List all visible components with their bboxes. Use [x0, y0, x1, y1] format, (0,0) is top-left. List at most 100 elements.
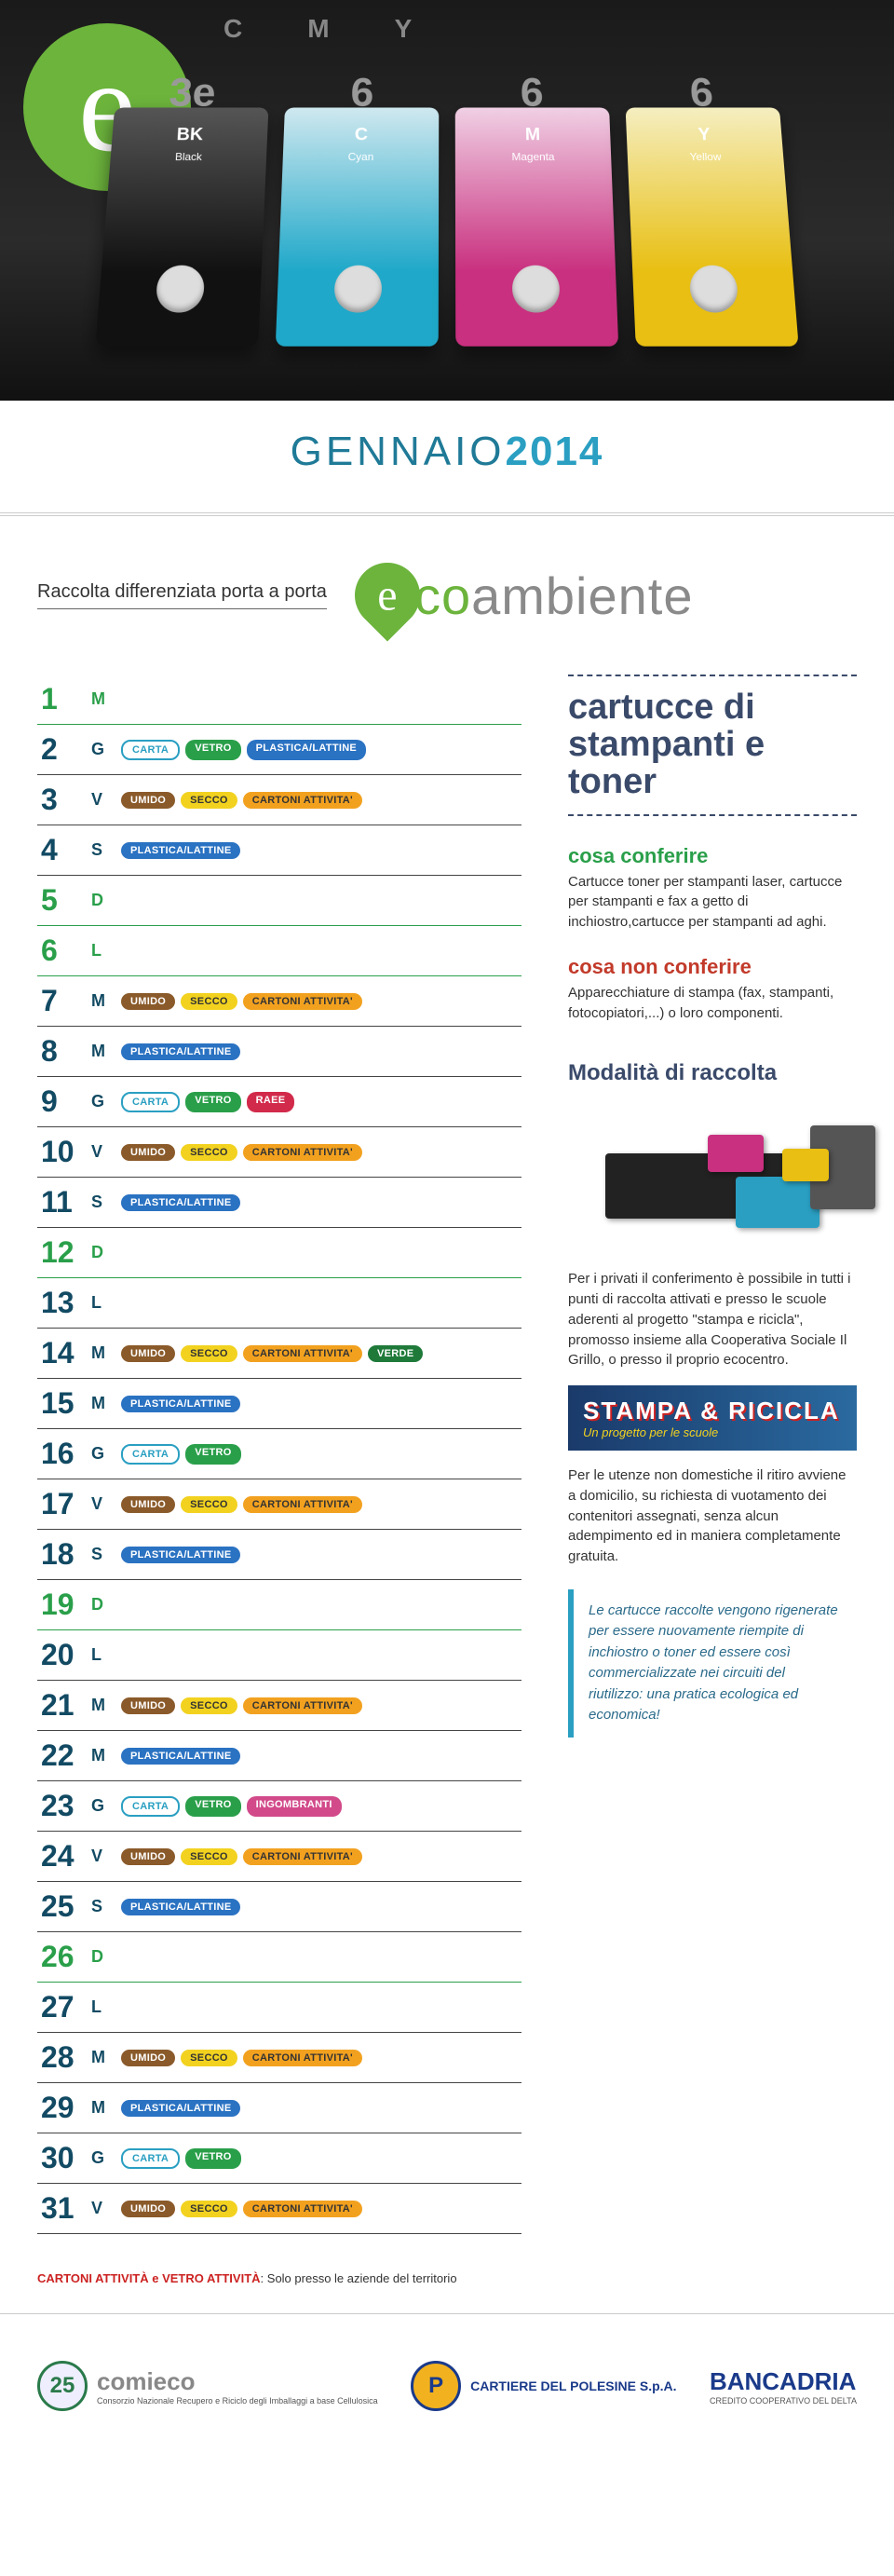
day-row: 2GCARTAVETROPLASTICA/LATTINE	[37, 725, 522, 775]
day-number: 22	[41, 1738, 82, 1773]
day-number: 28	[41, 2040, 82, 2075]
day-tags: UMIDOSECCOCARTONI ATTIVITA'	[121, 792, 362, 809]
collection-tag: CARTA	[121, 1796, 180, 1817]
day-tags: CARTAVETRORAEE	[121, 1092, 294, 1112]
day-row: 4SPLASTICA/LATTINE	[37, 825, 522, 876]
day-tags: UMIDOSECCOCARTONI ATTIVITA'	[121, 1848, 362, 1865]
collection-tag: UMIDO	[121, 1848, 175, 1865]
day-of-week: L	[91, 1997, 112, 2017]
day-of-week: G	[91, 1796, 112, 1816]
day-row: 12D	[37, 1228, 522, 1278]
day-number: 23	[41, 1789, 82, 1823]
collection-tag: CARTONI ATTIVITA'	[243, 1345, 362, 1362]
day-of-week: G	[91, 1092, 112, 1111]
day-row: 5D	[37, 876, 522, 926]
day-row: 28 M UMIDOSECCOCARTONI ATTIVITA'	[37, 2033, 522, 2083]
day-row: 9GCARTAVETRORAEE	[37, 1077, 522, 1127]
collection-tag: VETRO	[185, 740, 240, 760]
day-tags: UMIDOSECCOCARTONI ATTIVITA'	[121, 2050, 362, 2066]
day-tags: CARTAVETRO	[121, 1444, 241, 1465]
calendar: 1M2GCARTAVETROPLASTICA/LATTINE3VUMIDOSEC…	[37, 675, 522, 2234]
day-number: 31	[41, 2191, 82, 2226]
day-of-week: G	[91, 2148, 112, 2168]
collection-tag: RAEE	[247, 1092, 295, 1112]
day-of-week: M	[91, 2048, 112, 2067]
day-number: 27	[41, 1990, 82, 2024]
collection-tag: PLASTICA/LATTINE	[121, 1547, 240, 1563]
day-number: 8	[41, 1034, 82, 1069]
sponsor-logo: 25comiecoConsorzio Nazionale Recupero e …	[37, 2361, 378, 2411]
day-row: 17VUMIDOSECCOCARTONI ATTIVITA'	[37, 1479, 522, 1530]
day-row: 13L	[37, 1278, 522, 1329]
day-row: 7M UMIDOSECCOCARTONI ATTIVITA'	[37, 976, 522, 1027]
day-number: 24	[41, 1839, 82, 1874]
day-row: 15MPLASTICA/LATTINE	[37, 1379, 522, 1429]
day-tags: PLASTICA/LATTINE	[121, 2100, 240, 2117]
info-sidebar: cartucce di stampanti e toner cosa confe…	[568, 675, 857, 2234]
side-title: cartucce di stampanti e toner	[568, 675, 857, 816]
day-number: 19	[41, 1588, 82, 1622]
day-of-week: M	[91, 1042, 112, 1061]
footnote-bold: CARTONI ATTIVITÀ e VETRO ATTIVITÀ	[37, 2271, 261, 2285]
day-tags: UMIDOSECCOCARTONI ATTIVITA'	[121, 993, 362, 1010]
day-number: 18	[41, 1537, 82, 1572]
collection-tag: UMIDO	[121, 1144, 175, 1161]
day-of-week: V	[91, 790, 112, 810]
day-of-week: L	[91, 1645, 112, 1665]
collection-tag: UMIDO	[121, 2050, 175, 2066]
collection-tag: PLASTICA/LATTINE	[121, 1748, 240, 1765]
day-number: 5	[41, 883, 82, 918]
day-of-week: D	[91, 1947, 112, 1967]
day-of-week: S	[91, 840, 112, 860]
day-of-week: V	[91, 2199, 112, 2218]
day-number: 10	[41, 1135, 82, 1169]
day-number: 7	[41, 984, 82, 1018]
collection-tag: UMIDO	[121, 1345, 175, 1362]
day-tags: UMIDOSECCOCARTONI ATTIVITA'	[121, 1697, 362, 1714]
day-row: 22MPLASTICA/LATTINE	[37, 1731, 522, 1781]
day-of-week: D	[91, 891, 112, 910]
day-number: 29	[41, 2091, 82, 2125]
collection-tag: UMIDO	[121, 1697, 175, 1714]
day-number: 16	[41, 1437, 82, 1471]
confer-text: Cartucce toner per stampanti laser, cart…	[568, 872, 857, 933]
day-of-week: S	[91, 1545, 112, 1564]
day-row: 16GCARTAVETRO	[37, 1429, 522, 1479]
day-tags: UMIDOSECCOCARTONI ATTIVITA'	[121, 1496, 362, 1513]
collection-tag: PLASTICA/LATTINE	[121, 2100, 240, 2117]
day-number: 3	[41, 783, 82, 817]
day-row: 27 L	[37, 1983, 522, 2033]
cartridge-pile-image	[568, 1097, 857, 1247]
day-tags: CARTAVETROPLASTICA/LATTINE	[121, 740, 366, 760]
sponsor-logo: PCARTIERE DEL POLESINE S.p.A.	[411, 2361, 676, 2411]
collection-tag: SECCO	[181, 1697, 237, 1714]
day-row: 30GCARTAVETRO	[37, 2133, 522, 2184]
month-year: 2014	[506, 429, 604, 474]
day-of-week: M	[91, 991, 112, 1011]
day-tags: UMIDOSECCOCARTONI ATTIVITA'VERDE	[121, 1345, 423, 1362]
day-number: 20	[41, 1638, 82, 1672]
day-row: 21MUMIDOSECCOCARTONI ATTIVITA'	[37, 1681, 522, 1731]
collection-tag: CARTONI ATTIVITA'	[243, 2050, 362, 2066]
sponsor-logo: BANCADRIACREDITO COOPERATIVO DEL DELTA	[710, 2367, 857, 2406]
collection-tag: VERDE	[368, 1345, 423, 1362]
noconfer-text: Apparecchiature di stampa (fax, stampant…	[568, 983, 857, 1024]
day-tags: PLASTICA/LATTINE	[121, 1043, 240, 1060]
collection-tag: VETRO	[185, 1796, 240, 1817]
banner-sub: Un progetto per le scuole	[583, 1425, 842, 1439]
month-bar: GENNAIO2014	[0, 401, 894, 516]
day-tags: PLASTICA/LATTINE	[121, 1547, 240, 1563]
day-number: 13	[41, 1286, 82, 1320]
collection-tag: CARTONI ATTIVITA'	[243, 993, 362, 1010]
day-of-week: D	[91, 1243, 112, 1262]
ink-cartridge-bk: 3eBKBlack	[95, 107, 268, 346]
day-tags: PLASTICA/LATTINE	[121, 1748, 240, 1765]
day-tags: UMIDOSECCOCARTONI ATTIVITA'	[121, 2201, 362, 2217]
collection-tag: PLASTICA/LATTINE	[121, 1043, 240, 1060]
sponsor-icon: 25	[37, 2361, 88, 2411]
day-row: 24VUMIDOSECCOCARTONI ATTIVITA'	[37, 1832, 522, 1882]
collection-tag: VETRO	[185, 1444, 240, 1465]
day-row: 1M	[37, 675, 522, 725]
day-row: 26D	[37, 1932, 522, 1983]
day-tags: PLASTICA/LATTINE	[121, 842, 240, 859]
